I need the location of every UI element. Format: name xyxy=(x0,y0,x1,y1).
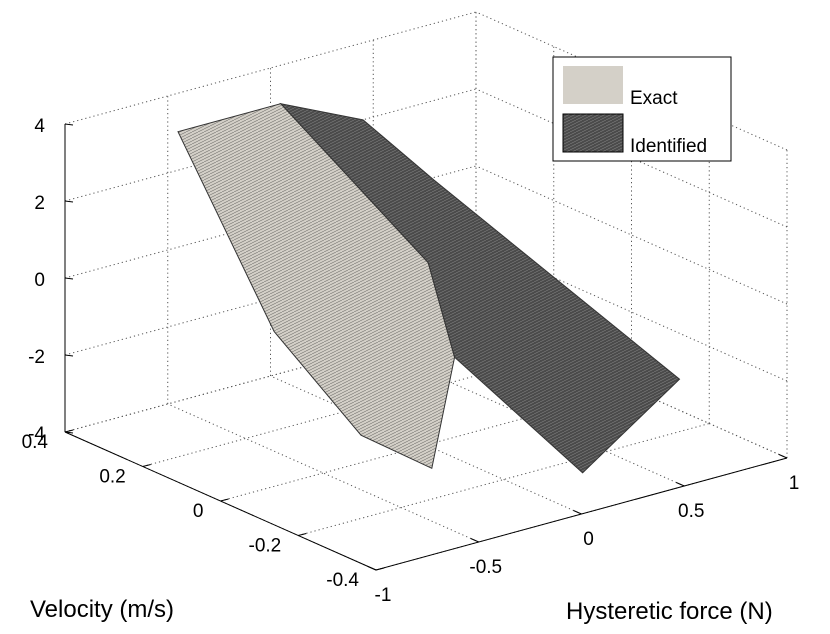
x-tick-mark xyxy=(676,482,685,487)
y-tick-label: 0 xyxy=(193,501,204,522)
z-tick-label: 2 xyxy=(34,193,45,214)
x-tick-mark xyxy=(778,454,788,459)
y-axis-label: Velocity (m/s) xyxy=(30,596,174,623)
z-tick-label: -2 xyxy=(28,347,45,368)
z-tick-label: 4 xyxy=(34,116,45,137)
x-tick-label: 1 xyxy=(789,473,800,494)
x-axis-label: Hysteretic force (N) xyxy=(566,598,773,625)
y-tick-label: -0.2 xyxy=(249,536,282,557)
surface-identified xyxy=(279,102,681,474)
x-tick-mark xyxy=(367,566,377,571)
legend-swatch-exact xyxy=(563,66,623,104)
tick-labels: -1 -0.5 0 0.5 1 -0.4 -0.2 0 0.2 0.4-4 -2 0 2 4 xyxy=(22,116,800,606)
z-tick-label: 0 xyxy=(34,270,45,291)
z-tick-mark xyxy=(64,354,74,357)
x-tick-label: -1 xyxy=(375,585,392,606)
y-tick-mark xyxy=(142,464,151,467)
x-tick-mark xyxy=(573,510,582,515)
legend-swatch-identified xyxy=(562,113,624,153)
z-tick-mark xyxy=(64,123,74,126)
y-tick-mark xyxy=(298,533,307,536)
z-tick-label: -4 xyxy=(28,424,45,445)
x-tick-label: 0.5 xyxy=(678,501,704,522)
z-tick-mark xyxy=(64,431,74,434)
surfaces xyxy=(177,102,681,474)
axes xyxy=(64,123,788,571)
y-tick-label: -0.4 xyxy=(326,570,359,591)
x-tick-label: -0.5 xyxy=(469,557,502,578)
y-tick-label: 0.2 xyxy=(99,467,125,488)
legend: Exact Identified xyxy=(552,56,732,162)
y-tick-label: 0.4 xyxy=(22,432,49,453)
y-tick-mark xyxy=(375,567,385,571)
z-tick-mark xyxy=(64,277,74,280)
x-tick-label: 0 xyxy=(583,529,594,550)
legend-label-identified: Identified xyxy=(630,136,707,157)
z-tick-mark xyxy=(64,200,74,203)
legend-label-exact: Exact xyxy=(630,88,678,109)
surface-exact xyxy=(177,103,456,470)
x-tick-mark xyxy=(470,538,479,543)
y-tick-mark xyxy=(220,498,229,502)
